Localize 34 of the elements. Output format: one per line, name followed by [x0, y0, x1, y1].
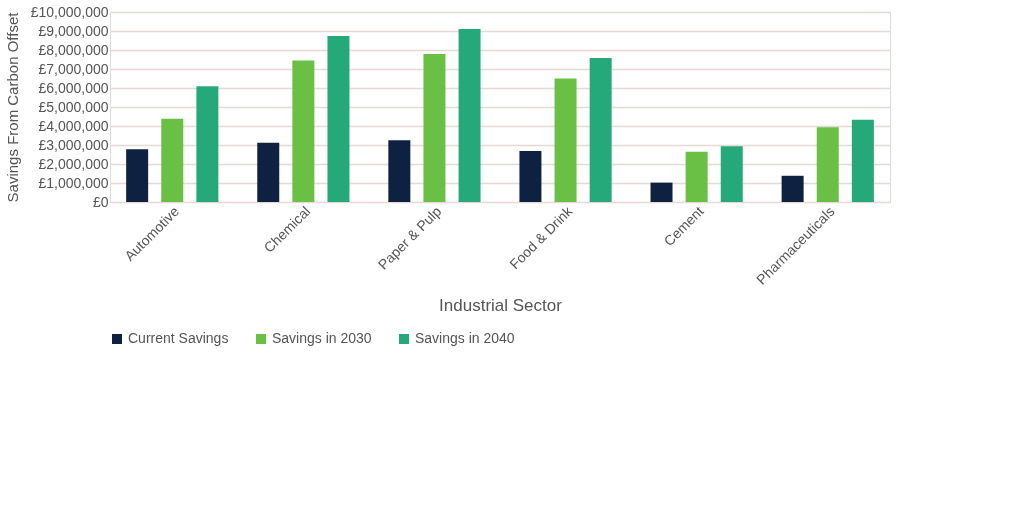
legend-label: Savings in 2040	[415, 330, 515, 346]
bar	[196, 86, 219, 202]
y-axis-title: Savings From Carbon Offset	[3, 11, 21, 203]
bar	[720, 146, 743, 202]
bar	[161, 118, 184, 202]
bar	[126, 149, 149, 202]
y-tick-label: £9,000,000	[38, 22, 109, 39]
bar	[327, 35, 350, 202]
bar	[519, 151, 542, 202]
y-tick-label: £6,000,000	[38, 79, 109, 96]
x-axis-title: Industrial Sector	[439, 295, 563, 315]
y-tick-label: £10,000,000	[30, 3, 109, 20]
y-tick-label: £2,000,000	[38, 155, 109, 172]
y-tick-label: £5,000,000	[38, 98, 109, 115]
bar	[816, 127, 839, 202]
y-tick-label: £8,000,000	[38, 41, 109, 58]
bar	[781, 175, 804, 202]
y-tick-label: £3,000,000	[38, 136, 109, 153]
bar	[589, 57, 612, 202]
bar	[423, 53, 446, 202]
bar	[851, 119, 874, 202]
bar	[292, 60, 315, 202]
bar	[554, 78, 577, 202]
legend-label: Current Savings	[128, 330, 229, 346]
bar	[257, 142, 280, 202]
y-tick-label: £7,000,000	[38, 60, 109, 77]
legend-label: Savings in 2030	[272, 330, 372, 346]
y-tick-label: £0	[92, 193, 109, 210]
bar	[388, 140, 411, 202]
y-tick-label: £4,000,000	[38, 117, 109, 134]
bar	[685, 151, 708, 202]
bar	[650, 182, 673, 202]
y-tick-label: £1,000,000	[38, 174, 109, 191]
bar	[458, 29, 481, 202]
